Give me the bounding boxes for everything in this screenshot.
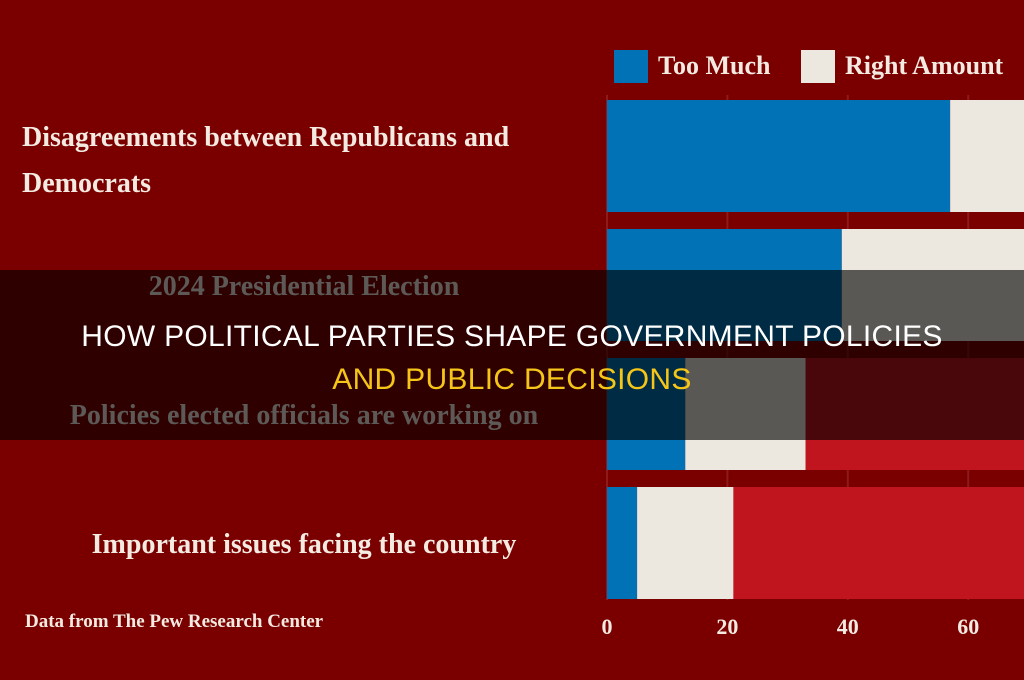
legend-label: Right Amount bbox=[845, 51, 1004, 80]
legend-label: Too Much bbox=[658, 51, 771, 80]
bar-segment bbox=[950, 100, 1024, 212]
legend-swatch bbox=[801, 50, 835, 83]
headline-banner bbox=[0, 270, 1024, 440]
headline-line-1: HOW POLITICAL PARTIES SHAPE GOVERNMENT P… bbox=[81, 320, 943, 353]
legend-swatch bbox=[614, 50, 648, 83]
x-tick-label: 60 bbox=[957, 614, 979, 639]
x-tick-label: 40 bbox=[837, 614, 859, 639]
headline-line-2: AND PUBLIC DECISIONS bbox=[332, 363, 692, 396]
category-label: Disagreements between Republicans and bbox=[22, 122, 510, 153]
bar-segment bbox=[637, 487, 734, 599]
x-tick-label: 20 bbox=[716, 614, 738, 639]
bar-segment bbox=[733, 487, 1024, 599]
category-label: Democrats bbox=[22, 168, 151, 199]
x-tick-label: 0 bbox=[602, 614, 613, 639]
footnote: Data from The Pew Research Center bbox=[25, 611, 324, 632]
bar-segment bbox=[607, 487, 638, 599]
category-label: Important issues facing the country bbox=[92, 529, 517, 560]
bar-segment bbox=[607, 100, 951, 212]
